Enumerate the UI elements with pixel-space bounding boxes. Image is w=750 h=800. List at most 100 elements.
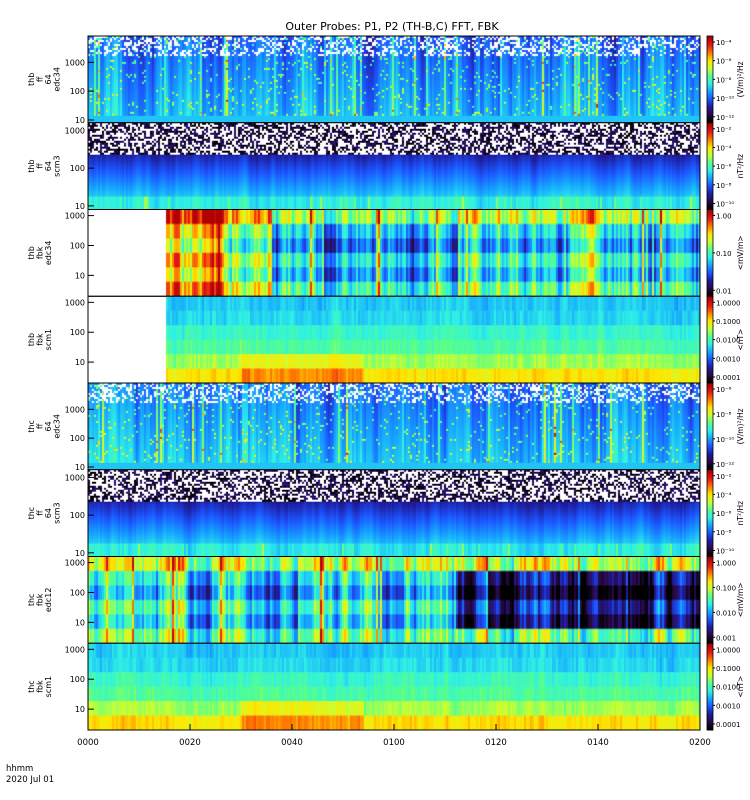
colorbar-swatch bbox=[707, 617, 713, 620]
colorbar-swatch bbox=[707, 482, 713, 486]
colorbar-tick-label: 1.0000 bbox=[716, 299, 741, 307]
colorbar-swatch bbox=[707, 612, 713, 616]
colorbar-swatch bbox=[707, 567, 713, 571]
colorbar-swatch bbox=[707, 159, 713, 163]
colorbar-swatch bbox=[707, 610, 713, 614]
colorbar-swatch bbox=[707, 393, 713, 397]
colorbar-swatch bbox=[707, 70, 713, 74]
colorbar-swatch bbox=[707, 369, 713, 373]
colorbar-swatch bbox=[707, 497, 713, 501]
y-label-word: 64 bbox=[44, 508, 53, 518]
colorbar-swatch bbox=[707, 517, 713, 521]
colorbar-swatch bbox=[707, 127, 713, 130]
colorbar-swatch bbox=[707, 634, 713, 638]
y-label-word: thc bbox=[27, 680, 36, 693]
colorbar-swatch bbox=[707, 656, 713, 659]
colorbar-swatch bbox=[707, 508, 713, 512]
colorbar-swatch bbox=[707, 441, 713, 445]
colorbar-swatch bbox=[707, 79, 713, 83]
colorbar-swatch bbox=[707, 487, 713, 490]
y-label-word: ff bbox=[36, 163, 45, 169]
y-tick-label: 1000 bbox=[65, 645, 85, 654]
colorbar-swatch bbox=[707, 714, 713, 718]
colorbar-swatch bbox=[707, 645, 713, 649]
colorbar-swatch bbox=[707, 597, 713, 601]
colorbar-swatch bbox=[707, 107, 713, 111]
colorbar-swatch bbox=[707, 374, 713, 377]
y-label-word: 64 bbox=[44, 421, 53, 431]
colorbar-swatch bbox=[707, 690, 713, 694]
colorbar-tick-label: 1.00 bbox=[716, 213, 732, 221]
colorbar-tick-label: 0.0100 bbox=[716, 684, 741, 692]
colorbar-swatch bbox=[707, 120, 713, 124]
x-tick-label: 0200 bbox=[689, 738, 711, 748]
colorbar-swatch bbox=[707, 563, 713, 566]
colorbar-swatch bbox=[707, 140, 713, 143]
colorbar-swatch bbox=[707, 710, 713, 714]
y-label-word: 64 bbox=[44, 74, 53, 84]
colorbar-swatch bbox=[707, 176, 713, 180]
colorbar-swatch bbox=[707, 699, 713, 703]
colorbar-swatch bbox=[707, 42, 713, 46]
colorbar-swatch bbox=[707, 476, 713, 479]
x-tick-label: 0140 bbox=[587, 738, 609, 748]
colorbar-swatch bbox=[707, 367, 713, 371]
colorbar-swatch bbox=[707, 467, 713, 471]
colorbar-swatch bbox=[707, 163, 713, 167]
colorbar-swatch bbox=[707, 137, 713, 141]
colorbar-swatch bbox=[707, 625, 713, 629]
colorbar-tick-label: 1.0000 bbox=[716, 646, 741, 654]
colorbar-swatch bbox=[707, 669, 713, 672]
colorbar-swatch bbox=[707, 558, 713, 562]
colorbar-swatch bbox=[707, 552, 713, 555]
time-unit-label: hhmm bbox=[6, 764, 33, 774]
colorbar-swatch bbox=[707, 81, 713, 85]
y-label-word: edc34 bbox=[44, 241, 53, 266]
colorbar-swatch bbox=[707, 630, 713, 633]
y-label-word: scm1 bbox=[44, 676, 53, 697]
colorbar-swatch bbox=[707, 129, 713, 132]
colorbar-swatch bbox=[707, 571, 713, 575]
colorbar-tick-label: 10⁻¹² bbox=[716, 114, 734, 122]
colorbar-swatch bbox=[707, 185, 713, 189]
spectrogram-image bbox=[88, 36, 700, 123]
colorbar-swatch bbox=[707, 231, 713, 234]
colorbar-swatch bbox=[707, 103, 713, 106]
colorbar-tick-label: 10⁻¹² bbox=[716, 461, 734, 469]
colorbar-swatch bbox=[707, 515, 713, 518]
colorbar-swatch bbox=[707, 584, 713, 588]
y-tick-label: 100 bbox=[70, 87, 85, 96]
colorbar-swatch bbox=[707, 265, 713, 269]
colorbar-swatch bbox=[707, 242, 713, 245]
colorbar-swatch bbox=[707, 654, 713, 657]
colorbar-swatch bbox=[707, 703, 713, 707]
colorbar-swatch bbox=[707, 172, 713, 176]
panel-thc-ff-64-scm3: 10 100 1000 thc ff 64 scm3 10⁻² 10⁻⁴ 10⁻⁶ 10⁻⁸ 10⁻¹… bbox=[27, 469, 745, 558]
colorbar-swatch bbox=[707, 354, 713, 358]
colorbar-swatch bbox=[707, 213, 713, 217]
colorbar-swatch bbox=[707, 545, 713, 549]
colorbar-swatch bbox=[707, 226, 713, 230]
y-tick-label: 10 bbox=[75, 549, 85, 558]
colorbar-swatch bbox=[707, 209, 713, 213]
y-tick-label: 10 bbox=[75, 358, 85, 367]
colorbar-swatch bbox=[707, 621, 713, 625]
x-tick-label: 0000 bbox=[77, 738, 99, 748]
y-label-word: fbk bbox=[36, 333, 45, 346]
colorbar-swatch bbox=[707, 352, 713, 356]
colorbar-swatch bbox=[707, 337, 713, 341]
colorbar-swatch bbox=[707, 493, 713, 497]
spectrogram-image bbox=[88, 643, 700, 730]
colorbar-swatch bbox=[707, 432, 713, 436]
colorbar-swatch bbox=[707, 285, 713, 289]
colorbar-swatch bbox=[707, 506, 713, 510]
colorbar-swatch bbox=[707, 53, 713, 57]
colorbar-tick-label: 10⁻² bbox=[716, 473, 732, 481]
colorbar-swatch bbox=[707, 307, 713, 310]
colorbar-swatch bbox=[707, 491, 713, 495]
colorbar-swatch bbox=[707, 248, 713, 252]
colorbar-swatch bbox=[707, 246, 713, 250]
